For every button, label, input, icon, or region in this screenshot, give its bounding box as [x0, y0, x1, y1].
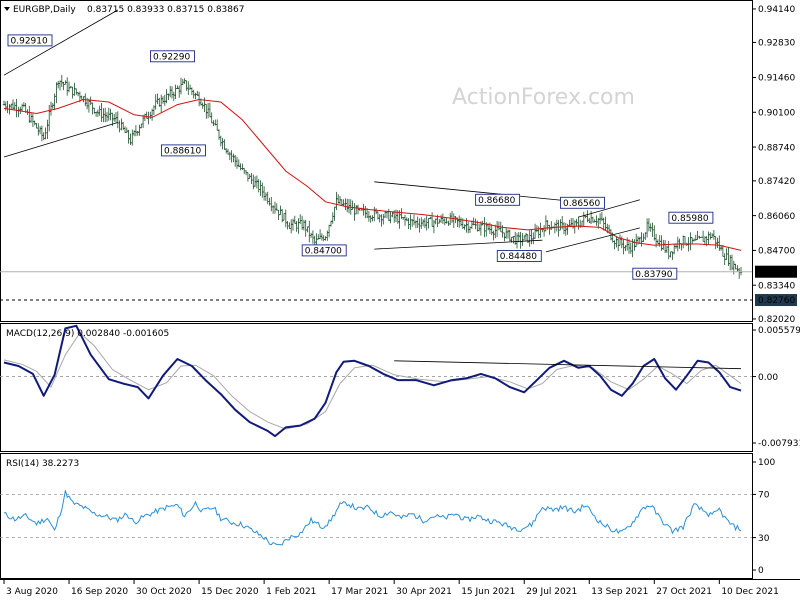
level-label-box [632, 267, 678, 280]
level-label-box [496, 250, 542, 262]
price-axis-label: 0.94140 [758, 5, 795, 15]
price-axis-label: 0.92830 [758, 39, 795, 49]
price-axis-label: 0.88740 [758, 143, 795, 153]
trend-line [374, 239, 543, 250]
rsi-layer [0, 490, 752, 546]
level-label-box [7, 34, 53, 47]
macd-axis-label: 0.005579 [758, 326, 800, 336]
moving-average-line [3, 98, 742, 251]
trend-line [3, 9, 118, 76]
level-label: 0.84700 [305, 247, 342, 257]
time-axis-label: 29 Jul 2021 [526, 587, 577, 597]
trend-line [578, 199, 640, 218]
macd-trend-line [394, 360, 742, 370]
price-panel-frame [0, 0, 753, 322]
level-label: 0.86560 [563, 199, 600, 209]
time-axis-label: 16 Sep 2020 [71, 587, 128, 597]
level-label-box [161, 144, 206, 157]
level-label: 0.88610 [164, 147, 201, 157]
time-axis-label: 30 Apr 2021 [396, 587, 452, 597]
time-axis-label: 17 Mar 2021 [331, 587, 388, 597]
level-label: 0.84480 [500, 252, 537, 262]
price-axis-label: 0.84700 [758, 247, 795, 257]
price-axis-label: 0.82020 [758, 315, 795, 325]
current-price-label: 0.83867 [758, 268, 795, 278]
watermark-text: ActionForex.com [452, 85, 635, 110]
time-axis-label: 13 Sep 2021 [591, 587, 648, 597]
support-price-tag [755, 294, 797, 307]
rsi-axis-label: 70 [758, 491, 770, 501]
level-label: 0.86680 [478, 196, 515, 206]
level-label-box [150, 50, 195, 63]
time-axis-label: 3 Aug 2020 [6, 587, 58, 597]
rsi-panel-frame [0, 453, 753, 579]
price-axis-label: 0.87420 [758, 177, 795, 187]
rsi-axis-label: 0 [758, 566, 764, 576]
support-price-label: 0.82760 [758, 296, 795, 306]
rsi-title: RSI(14) 38.2273 [6, 459, 79, 469]
level-label-box [668, 211, 714, 224]
rsi-line [3, 490, 742, 546]
time-axis-label: 15 Dec 2020 [201, 587, 259, 597]
macd-title: MACD(12,26,9) 0.002840 -0.001605 [6, 329, 169, 339]
rsi-axis-label: 100 [758, 458, 775, 468]
current-price-tag [755, 265, 797, 278]
price-axis-label: 0.90100 [758, 108, 795, 118]
watermark-layer: ActionForex.com [452, 85, 635, 110]
price-bars [2, 75, 743, 279]
axes-layer: 0.94140 0.92830 0.91460 0.90100 0.88740 0.874… [3, 5, 800, 597]
macd-signal-line [3, 332, 742, 430]
ohlc-readout: 0.83715 0.83933 0.83715 0.83867 [87, 5, 244, 15]
level-label: 0.85980 [671, 214, 708, 224]
macd-axis-label: 0.00 [758, 373, 778, 383]
level-label-box [475, 193, 521, 206]
rsi-axis-label: 30 [758, 534, 770, 544]
macd-panel-frame [0, 323, 753, 452]
price-axis-label: 0.83340 [758, 281, 795, 291]
level-label-box [560, 196, 605, 209]
time-axis-label: 10 Dec 2021 [721, 587, 779, 597]
trend-line [545, 227, 640, 253]
time-axis-label: 1 Feb 2021 [266, 587, 316, 597]
trend-line [3, 122, 118, 158]
level-label: 0.92290 [153, 52, 190, 62]
macd-line [3, 324, 742, 438]
time-axis-label: 15 Jun 2021 [461, 587, 515, 597]
time-axis-label: 30 Oct 2020 [136, 587, 192, 597]
level-label-box [301, 244, 347, 257]
symbol-title: EURGBP,Daily [13, 5, 76, 15]
price-layer: 0.92910 0.92290 0.88610 0.84700 0.86680 0.844… [0, 9, 752, 301]
price-axis-label: 0.91460 [758, 74, 795, 84]
trend-line [374, 181, 565, 201]
level-label: 0.83790 [635, 270, 672, 280]
price-axis-label: 0.86060 [758, 212, 795, 222]
macd-layer [0, 324, 752, 438]
macd-axis-label: -0.007931 [758, 439, 800, 449]
dropdown-icon[interactable] [4, 7, 10, 11]
time-axis-label: 27 Oct 2021 [656, 587, 712, 597]
level-label: 0.92910 [11, 37, 48, 47]
